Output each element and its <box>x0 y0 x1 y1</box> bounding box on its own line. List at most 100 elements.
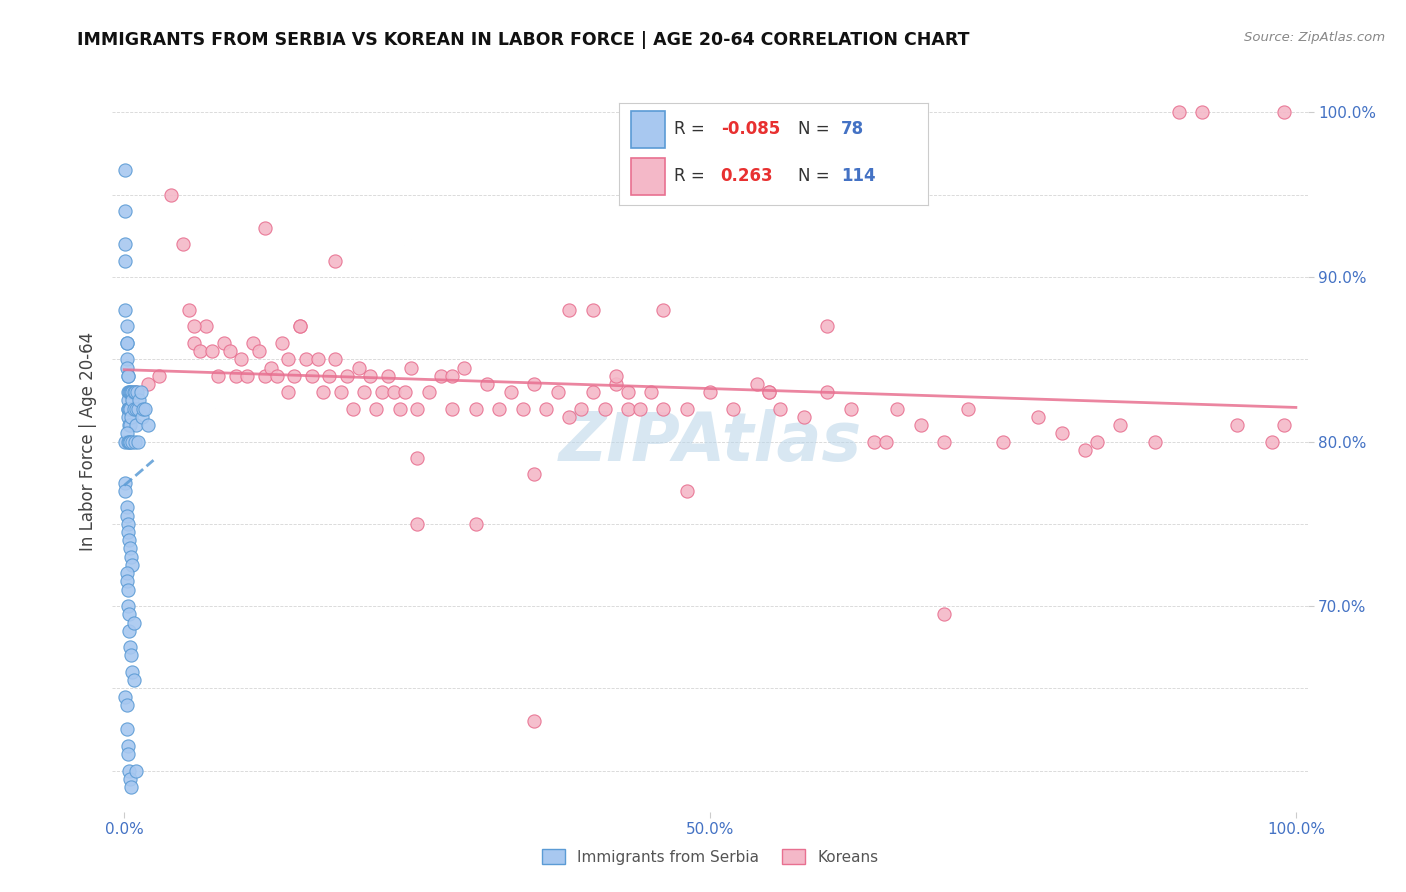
Point <box>115 574 138 589</box>
Point <box>675 401 697 416</box>
Text: R =: R = <box>675 120 710 138</box>
Point <box>1109 418 1132 433</box>
Text: R =: R = <box>675 168 710 186</box>
Point <box>406 450 429 465</box>
Point <box>120 541 141 556</box>
Point <box>288 319 311 334</box>
Point <box>160 187 183 202</box>
Point <box>652 302 675 317</box>
Point <box>114 204 136 219</box>
Point <box>115 335 138 350</box>
Point <box>582 385 605 400</box>
Point <box>1191 105 1213 120</box>
Point <box>117 385 139 400</box>
Point <box>353 385 375 400</box>
Point <box>117 368 139 383</box>
Point <box>1050 426 1073 441</box>
Point <box>115 723 138 737</box>
Point <box>114 302 136 317</box>
Point <box>118 607 141 622</box>
Point <box>129 385 152 400</box>
Point <box>793 409 815 424</box>
Point <box>207 368 229 383</box>
Y-axis label: In Labor Force | Age 20-64: In Labor Force | Age 20-64 <box>79 332 97 551</box>
Point <box>225 368 247 383</box>
Point <box>464 401 486 416</box>
Point <box>347 360 370 375</box>
Point <box>118 401 141 416</box>
Point <box>125 385 148 400</box>
Point <box>323 352 346 367</box>
Point <box>148 368 170 383</box>
Point <box>115 566 138 581</box>
Point <box>271 335 294 350</box>
Point <box>118 533 141 548</box>
Point <box>406 401 429 416</box>
Point <box>127 434 149 449</box>
Point <box>523 376 546 391</box>
Point <box>875 434 897 449</box>
Point <box>277 385 299 400</box>
Point <box>115 360 138 375</box>
Point <box>394 385 416 400</box>
Point <box>956 401 979 416</box>
Point <box>127 401 149 416</box>
Point <box>114 253 136 268</box>
Point <box>125 401 148 416</box>
Point <box>183 335 205 350</box>
Point <box>863 434 886 449</box>
Point <box>117 524 139 539</box>
Point <box>307 352 329 367</box>
Point <box>201 344 224 359</box>
Point <box>120 409 142 424</box>
Point <box>652 401 675 416</box>
Point <box>359 368 381 383</box>
Point <box>121 665 143 679</box>
Point <box>136 418 159 433</box>
Point <box>815 385 838 400</box>
Point <box>114 475 136 490</box>
Point <box>117 434 139 449</box>
Point <box>336 368 359 383</box>
Point <box>253 368 276 383</box>
Point <box>699 385 721 400</box>
Point <box>1085 434 1108 449</box>
Point <box>120 418 141 433</box>
Point <box>120 385 141 400</box>
Point <box>617 401 640 416</box>
Point <box>120 549 142 564</box>
Point <box>125 764 148 778</box>
FancyBboxPatch shape <box>631 111 665 148</box>
Point <box>115 319 138 334</box>
Text: IMMIGRANTS FROM SERBIA VS KOREAN IN LABOR FORCE | AGE 20-64 CORRELATION CHART: IMMIGRANTS FROM SERBIA VS KOREAN IN LABO… <box>77 31 970 49</box>
FancyBboxPatch shape <box>631 158 665 194</box>
Point <box>183 319 205 334</box>
Point <box>128 393 150 408</box>
Point <box>441 368 464 383</box>
Point <box>582 302 605 317</box>
Point <box>1272 105 1295 120</box>
Point <box>114 690 136 704</box>
Point <box>312 385 335 400</box>
Point <box>675 483 697 498</box>
Point <box>330 385 353 400</box>
Point <box>120 780 142 794</box>
Point <box>117 599 139 613</box>
Point <box>117 368 139 383</box>
Point <box>640 385 662 400</box>
Point <box>120 401 141 416</box>
Point <box>115 698 138 712</box>
Point <box>120 648 142 663</box>
Point <box>117 409 139 424</box>
Point <box>120 385 142 400</box>
Point <box>236 368 259 383</box>
Point <box>388 401 411 416</box>
Point <box>121 385 143 400</box>
Point <box>617 385 640 400</box>
Point <box>121 434 143 449</box>
Point <box>120 772 141 786</box>
Point <box>117 582 139 597</box>
Point <box>815 319 838 334</box>
Point <box>605 368 627 383</box>
Point <box>1226 418 1249 433</box>
